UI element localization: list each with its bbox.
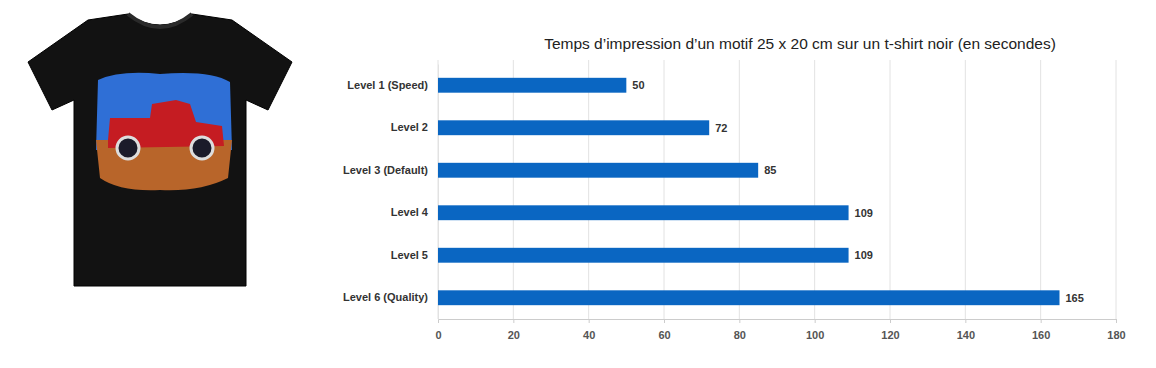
bar [438, 248, 849, 263]
x-tick-mark [664, 319, 665, 323]
x-tick-label: 160 [1032, 329, 1050, 341]
grid-line [814, 60, 815, 319]
data-label: 50 [632, 79, 644, 91]
grid-line [664, 60, 665, 319]
grid-line [739, 60, 740, 319]
x-tick-label: 120 [881, 329, 899, 341]
x-tick: 100 [806, 319, 824, 341]
grid [438, 60, 1116, 319]
chart: Temps d’impression d’un motif 25 x 20 cm… [0, 0, 1156, 368]
data-label: 109 [855, 249, 873, 261]
x-axis: 0 20 40 60 80 100 120 140 160 180 [435, 319, 1125, 341]
x-tick: 140 [957, 319, 975, 341]
x-tick-mark [739, 319, 740, 323]
y-tick: Level 1 (Speed) [347, 79, 428, 91]
x-tick: 40 [583, 319, 595, 341]
grid-line [513, 60, 514, 319]
y-tick-label: Level 1 (Speed) [347, 79, 428, 91]
grid-line [1040, 60, 1041, 319]
tshirt-collar [128, 14, 192, 27]
y-axis-line [438, 65, 439, 320]
x-tick-label: 100 [806, 329, 824, 341]
x-tick-label: 40 [583, 329, 595, 341]
y-tick-label: Level 2 [391, 121, 428, 133]
print-sky [96, 73, 232, 150]
x-tick: 60 [658, 319, 670, 341]
x-tick-label: 140 [957, 329, 975, 341]
data-label: 165 [1066, 292, 1084, 304]
y-tick-label: Level 3 (Default) [343, 164, 428, 176]
print-wheel [191, 137, 213, 159]
x-tick-mark [1116, 319, 1117, 323]
x-tick: 80 [734, 319, 746, 341]
tshirt-illustration [28, 14, 292, 286]
x-tick-label: 80 [734, 329, 746, 341]
data-label: 85 [764, 164, 776, 176]
x-axis-line [439, 320, 1117, 324]
x-tick-mark [890, 319, 891, 323]
data-label: 72 [715, 122, 727, 134]
y-tick-label: Level 5 [391, 249, 428, 261]
bar [438, 163, 758, 178]
x-tick-mark [438, 319, 439, 323]
y-tick: Level 3 (Default) [343, 164, 428, 176]
print-wheel [117, 137, 139, 159]
chart-title: Temps d’impression d’un motif 25 x 20 cm… [544, 35, 1056, 52]
grid-line [890, 60, 891, 319]
data-label: 109 [855, 207, 873, 219]
grid-line [588, 60, 589, 319]
y-tick-label: Level 6 (Quality) [343, 291, 428, 303]
y-tick: Level 2 [391, 121, 428, 133]
data-labels: 50 72 85 109 109 165 [632, 79, 1084, 304]
x-tick-mark [513, 319, 514, 323]
x-tick: 180 [1107, 319, 1125, 341]
x-tick: 20 [508, 319, 520, 341]
x-tick: 0 [435, 319, 441, 341]
grid-line [1116, 60, 1117, 319]
x-tick-mark [589, 319, 590, 323]
x-tick: 160 [1032, 319, 1050, 341]
x-tick-mark [965, 319, 966, 323]
bar [438, 290, 1060, 305]
bar [438, 120, 709, 135]
x-tick-mark [1041, 319, 1042, 323]
tshirt-body [28, 14, 292, 286]
x-tick-label: 60 [658, 329, 670, 341]
y-tick: Level 4 [391, 206, 429, 218]
bar [438, 78, 626, 93]
x-tick-label: 20 [508, 329, 520, 341]
x-tick-label: 0 [435, 329, 441, 341]
bar [438, 205, 849, 220]
y-tick: Level 5 [391, 249, 428, 261]
y-tick: Level 6 (Quality) [343, 291, 428, 303]
bars [438, 78, 1060, 305]
y-axis: Level 1 (Speed) Level 2 Level 3 (Default) L… [343, 65, 438, 320]
y-tick-label: Level 4 [391, 206, 429, 218]
grid-line [965, 60, 966, 319]
x-tick-label: 180 [1107, 329, 1125, 341]
x-tick-mark [815, 319, 816, 323]
x-tick: 120 [881, 319, 899, 341]
grid-line [438, 60, 439, 319]
